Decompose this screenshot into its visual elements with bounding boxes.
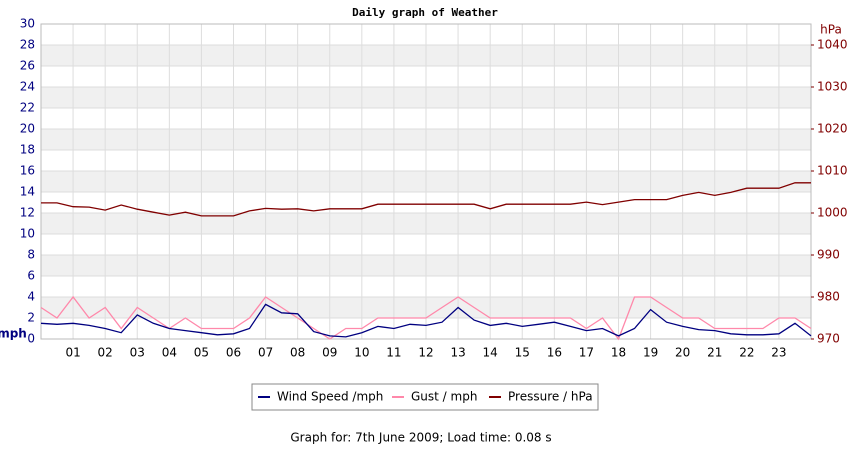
chart-title: Daily graph of Weather bbox=[352, 6, 498, 19]
x-tick-label: 15 bbox=[515, 346, 530, 360]
y-tick-label: 26 bbox=[20, 59, 35, 73]
x-tick-label: 23 bbox=[771, 346, 786, 360]
x-tick-label: 02 bbox=[98, 346, 113, 360]
x-tick-label: 21 bbox=[707, 346, 722, 360]
x-tick-label: 01 bbox=[65, 346, 80, 360]
y-axis-label: mph bbox=[0, 327, 27, 341]
y-tick-label: 18 bbox=[20, 143, 35, 157]
x-tick-label: 10 bbox=[354, 346, 369, 360]
legend bbox=[251, 383, 599, 411]
y-tick-label: 30 bbox=[20, 17, 35, 31]
y-tick-label: 4 bbox=[27, 290, 35, 304]
legend-label: Gust / mph bbox=[411, 390, 477, 404]
x-tick-label: 05 bbox=[194, 346, 209, 360]
x-tick-label: 18 bbox=[611, 346, 626, 360]
y-tick-label: 20 bbox=[20, 122, 35, 136]
plot-frame bbox=[40, 23, 812, 340]
x-tick-label: 06 bbox=[226, 346, 241, 360]
y-tick-label: 22 bbox=[20, 101, 35, 115]
x-tick-label: 08 bbox=[290, 346, 305, 360]
y-tick-label: 8 bbox=[27, 248, 35, 262]
y-tick-label: 10 bbox=[20, 227, 35, 241]
x-tick-label: 04 bbox=[162, 346, 177, 360]
footer: Graph for: 7th June 2009; Load time: 0.0… bbox=[290, 431, 551, 445]
y-tick-label: 24 bbox=[20, 80, 35, 94]
y-tick-label: 16 bbox=[20, 164, 35, 178]
y-tick-label: 14 bbox=[20, 185, 35, 199]
y2-axis-label: hPa bbox=[820, 23, 842, 37]
legend-label: Wind Speed /mph bbox=[277, 390, 383, 404]
y-tick-label: 6 bbox=[27, 269, 35, 283]
y2-tick-label: 1030 bbox=[817, 80, 848, 94]
x-tick-label: 22 bbox=[739, 346, 754, 360]
y-tick-label: 2 bbox=[27, 311, 35, 325]
legend-label: Pressure / hPa bbox=[508, 390, 593, 404]
x-tick-label: 13 bbox=[450, 346, 465, 360]
x-tick-label: 19 bbox=[643, 346, 658, 360]
x-tick-label: 16 bbox=[547, 346, 562, 360]
series-line bbox=[40, 303, 812, 338]
series-line bbox=[41, 182, 811, 217]
y2-tick-label: 990 bbox=[817, 248, 840, 262]
y-tick-label: 12 bbox=[20, 206, 35, 220]
y2-tick-label: 1040 bbox=[817, 38, 848, 52]
y2-tick-label: 1010 bbox=[817, 164, 848, 178]
x-tick-label: 12 bbox=[418, 346, 433, 360]
plot-area bbox=[40, 23, 812, 341]
y2-tick-label: 970 bbox=[817, 332, 840, 346]
y-tick-label: 28 bbox=[20, 38, 35, 52]
x-tick-label: 17 bbox=[579, 346, 594, 360]
y-tick-label: 0 bbox=[27, 332, 35, 346]
x-tick-label: 11 bbox=[386, 346, 401, 360]
y2-tick-label: 980 bbox=[817, 290, 840, 304]
x-tick-label: 14 bbox=[483, 346, 498, 360]
y2-tick-label: 1020 bbox=[817, 122, 848, 136]
x-tick-label: 09 bbox=[322, 346, 337, 360]
y2-tick-label: 1000 bbox=[817, 206, 848, 220]
x-tick-label: 20 bbox=[675, 346, 690, 360]
x-tick-label: 03 bbox=[130, 346, 145, 360]
x-tick-label: 07 bbox=[258, 346, 273, 360]
